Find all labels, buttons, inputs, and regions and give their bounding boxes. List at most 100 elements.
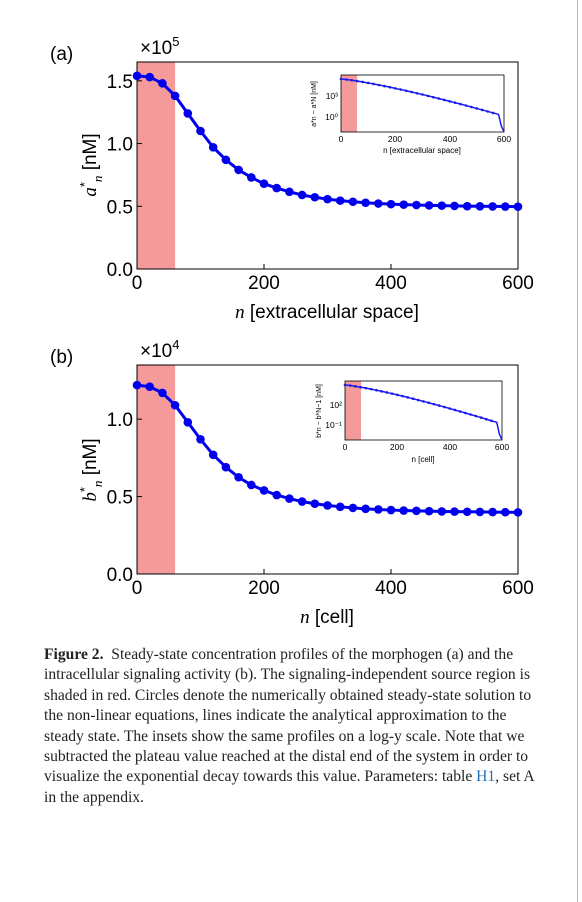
panel-b-data-point xyxy=(234,472,243,482)
inset-a-point xyxy=(426,94,430,98)
caption-label: Figure 2. xyxy=(44,646,104,663)
inset-b-curve xyxy=(344,384,503,441)
panel-a-data-point xyxy=(450,201,459,211)
panel-a-data-point xyxy=(234,165,243,175)
inset-b-point xyxy=(369,387,373,391)
inset-b-point xyxy=(453,408,457,412)
figure-caption: Figure 2. Steady-state concentration pro… xyxy=(44,645,544,808)
panel-b-data-point xyxy=(437,507,447,516)
inset-b-point xyxy=(354,385,357,388)
panel-b-data-point xyxy=(297,497,307,506)
inset-a-point xyxy=(339,77,343,81)
inset-a-point xyxy=(399,88,403,91)
inset-a-xtick-3: 400 xyxy=(443,134,457,144)
panel-b-ytick-label: 1.0 xyxy=(107,410,133,431)
panel-a: (a) ×105 0 200 400 600 0.0 0.5 1.0 1.5 a*n [nM]… xyxy=(50,34,534,323)
panel-a-data-point xyxy=(348,197,358,207)
inset-b-point xyxy=(432,402,436,406)
inset-a-point xyxy=(486,110,490,113)
inset-a-point xyxy=(404,89,408,93)
inset-b-point xyxy=(390,392,394,395)
panel-a-data-point xyxy=(462,201,472,211)
panel-b-data-point xyxy=(310,499,320,509)
caption-text: Steady-state concentration profiles of t… xyxy=(44,646,532,786)
panel-b-data-point xyxy=(335,502,345,512)
inset-a-ytick-2: 10⁰ xyxy=(325,112,338,122)
inset-b-shade xyxy=(345,381,361,440)
inset-a-ytick-1: 10³ xyxy=(326,91,338,101)
inset-b-point xyxy=(485,417,488,421)
panel-b-ylabel: b*n [nM] xyxy=(77,438,105,501)
panel-a-data-point xyxy=(132,71,142,81)
inset-b-point xyxy=(364,386,368,390)
inset-b-point xyxy=(427,401,431,405)
inset-a-point xyxy=(448,99,451,103)
panel-a-inset: 10³ 10⁰ 0 200 400 600 n [extracellular s… xyxy=(311,74,511,155)
inset-a-shade xyxy=(341,75,357,132)
panel-a-data-point xyxy=(170,91,180,101)
panel-a-data-point xyxy=(374,199,383,208)
panel-b-data-point xyxy=(132,380,142,390)
inset-b-xtick-2: 200 xyxy=(390,442,404,452)
inset-a-point xyxy=(366,81,370,85)
inset-a-xtick-4: 600 xyxy=(497,134,511,144)
inset-a-point xyxy=(491,111,495,115)
inset-a-point xyxy=(464,104,468,107)
inset-a-point xyxy=(459,102,462,106)
panel-b-data-point xyxy=(501,507,510,517)
panel-a-data-point xyxy=(158,79,167,88)
panel-b-series-line xyxy=(136,383,519,514)
panel-a-data-point xyxy=(310,192,320,202)
panel-b-xtick-label: 0 xyxy=(132,578,143,599)
inset-b-point xyxy=(396,393,399,397)
inset-a-curve xyxy=(340,78,505,133)
inset-a-point xyxy=(361,80,365,84)
inset-a-point xyxy=(453,101,457,104)
panel-b-data-point xyxy=(145,382,154,391)
inset-b-point xyxy=(416,398,420,402)
inset-b-xtick-4: 600 xyxy=(495,442,509,452)
inset-b-point xyxy=(479,416,483,419)
inset-a-point xyxy=(480,108,484,112)
inset-a-xtick-2: 200 xyxy=(388,134,402,144)
panel-a-source-region xyxy=(137,62,176,269)
panel-b-ytick-label: 0.0 xyxy=(107,565,133,586)
inset-b-xlabel: n [cell] xyxy=(411,455,434,464)
inset-b-point xyxy=(380,390,383,393)
panel-a-data-point xyxy=(145,72,154,82)
panel-b-data-point xyxy=(386,505,396,515)
panel-b-data-point xyxy=(323,501,332,510)
inset-b-xtick-3: 400 xyxy=(443,442,457,452)
page-border xyxy=(577,0,578,902)
panel-a-label: (a) xyxy=(50,44,73,65)
inset-a-point xyxy=(394,87,397,90)
panel-b-data-point xyxy=(221,462,231,472)
inset-b-point xyxy=(448,407,451,410)
inset-b-point xyxy=(464,411,467,415)
panel-a-data-point xyxy=(501,202,510,211)
inset-b-point xyxy=(443,405,446,409)
panel-b-data-point xyxy=(399,506,409,515)
inset-b-point xyxy=(458,410,462,413)
inset-b-point xyxy=(469,413,472,416)
panel-b: (b) ×104 0 200 400 600 0.0 0.5 1.0 b*n [nM] n … xyxy=(50,337,534,628)
panel-a-xtick-label: 200 xyxy=(248,273,280,294)
inset-b-point xyxy=(474,414,478,418)
inset-a-point xyxy=(372,82,375,86)
panel-a-xtick-label: 600 xyxy=(502,273,534,294)
panel-a-plot-area xyxy=(136,61,519,270)
panel-a-data-point xyxy=(297,190,307,200)
panel-a-data-point xyxy=(513,202,523,211)
panel-b-data-point xyxy=(183,417,193,427)
panel-b-xtick-label: 200 xyxy=(248,578,280,599)
inset-b-point xyxy=(411,397,415,401)
panel-a-data-point xyxy=(488,202,497,211)
panel-b-data-point xyxy=(259,486,269,495)
panel-b-data-point xyxy=(348,503,358,513)
panel-b-data-point xyxy=(374,505,383,514)
inset-b-point xyxy=(359,385,363,389)
inset-a-point xyxy=(470,105,473,109)
panel-a-data-point xyxy=(323,194,332,204)
caption-table-link[interactable]: H1 xyxy=(476,768,496,786)
inset-a-plot-area xyxy=(340,74,505,133)
